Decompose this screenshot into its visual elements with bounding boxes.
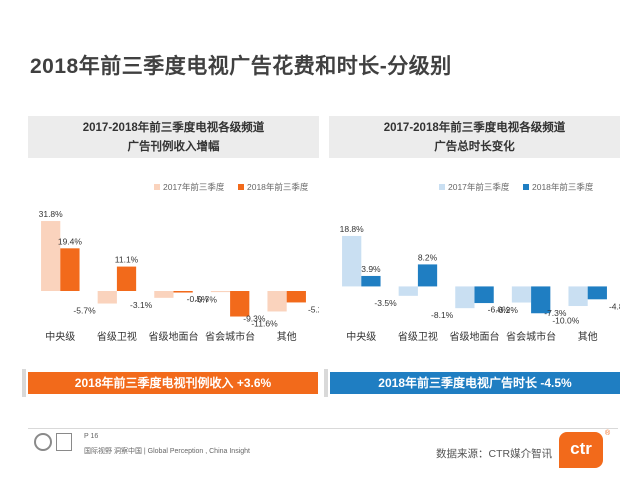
left-bar-0-2 bbox=[154, 291, 174, 298]
right-legend-label-1: 2018年前三季度 bbox=[532, 182, 594, 192]
ctr-logo: ctr bbox=[559, 432, 603, 468]
right-value-label-1-3: -10.0% bbox=[552, 315, 579, 325]
left-category-label-0: 中央级 bbox=[45, 330, 75, 343]
left-value-label-0-2: -3.1% bbox=[130, 300, 153, 310]
left-heading-line1: 2017-2018年前三季度电视各级频道 bbox=[82, 122, 265, 134]
left-category-label-3: 省会城市台 bbox=[205, 330, 255, 343]
left-panel-heading: 2017-2018年前三季度电视各级频道 广告刊例收入增幅 bbox=[28, 116, 319, 158]
left-category-label-4: 其他 bbox=[277, 330, 297, 343]
registered-mark: ® bbox=[605, 430, 611, 437]
left-value-label-0-3: -0.5% bbox=[187, 294, 210, 304]
right-category-label-0: 中央级 bbox=[346, 330, 376, 343]
left-value-label-1-4: -5.2% bbox=[308, 304, 319, 314]
left-bar-0-4 bbox=[267, 291, 287, 312]
left-bar-1-0 bbox=[60, 248, 80, 291]
left-value-label-1-3: -11.6% bbox=[251, 319, 278, 329]
left-bar-0-0 bbox=[41, 221, 61, 291]
left-legend-swatch-1 bbox=[238, 184, 244, 190]
right-bar-1-1 bbox=[417, 264, 438, 287]
left-legend-label-1: 2018年前三季度 bbox=[247, 182, 309, 192]
right-category-label-3: 省会城市台 bbox=[506, 330, 556, 343]
right-bar-0-0 bbox=[342, 235, 362, 287]
left-value-label-0-1: -5.7% bbox=[73, 306, 96, 316]
certification-badge-icon bbox=[56, 433, 72, 451]
left-bar-1-2 bbox=[173, 291, 193, 293]
right-value-label-0-2: -8.1% bbox=[431, 310, 454, 320]
right-value-label-1-4: -4.8% bbox=[609, 301, 620, 311]
left-legend-swatch-0 bbox=[154, 184, 160, 190]
right-legend-swatch-0 bbox=[439, 184, 445, 190]
duration-summary-banner: 2018年前三季度电视广告时长 -4.5% bbox=[324, 369, 620, 397]
right-bar-chart: 2017年前三季度 2018年前三季度 18.8% 3.9% 中央级 -3.5% 8.2% 省… bbox=[340, 182, 620, 343]
footer-divider bbox=[28, 428, 618, 429]
right-category-label-2: 省级地面台 bbox=[450, 330, 500, 343]
right-value-label-1-1: 8.2% bbox=[418, 252, 438, 262]
right-value-label-0-3: -6.0% bbox=[488, 305, 511, 315]
right-bar-0-1 bbox=[398, 286, 418, 296]
right-value-label-0-0: 18.8% bbox=[340, 224, 365, 234]
left-bar-1-3 bbox=[230, 291, 250, 317]
right-legend-swatch-1 bbox=[523, 184, 529, 190]
left-bar-1-4 bbox=[286, 291, 306, 303]
right-bar-1-4 bbox=[587, 286, 607, 300]
certification-seal-icon bbox=[34, 433, 52, 451]
right-value-label-1-0: 3.9% bbox=[361, 264, 381, 274]
left-value-label-0-0: 31.8% bbox=[39, 209, 64, 219]
right-heading-line2: 广告总时长变化 bbox=[434, 141, 515, 153]
left-legend-label-0: 2017年前三季度 bbox=[163, 182, 225, 192]
right-heading-line1: 2017-2018年前三季度电视各级频道 bbox=[383, 122, 566, 134]
left-value-label-0-4: -9.3% bbox=[243, 313, 266, 323]
footer-tagline: 国际视野 洞察中国 | Global Perception , China In… bbox=[84, 448, 250, 455]
right-bar-1-2 bbox=[474, 286, 494, 304]
right-category-label-4: 其他 bbox=[578, 330, 598, 343]
right-category-label-1: 省级卫视 bbox=[398, 330, 438, 343]
revenue-summary-banner: 2018年前三季度电视刊例收入 +3.6% bbox=[22, 369, 318, 397]
right-bar-0-4 bbox=[568, 286, 588, 307]
left-bar-0-3 bbox=[210, 291, 231, 293]
left-category-label-1: 省级卫视 bbox=[97, 330, 137, 343]
left-value-label-1-1: 11.1% bbox=[115, 255, 139, 265]
left-bar-1-1 bbox=[116, 266, 137, 291]
left-bar-0-1 bbox=[97, 291, 117, 304]
right-bar-0-3 bbox=[511, 286, 532, 303]
right-bar-1-0 bbox=[361, 275, 381, 287]
left-category-label-2: 省级地面台 bbox=[149, 330, 199, 343]
left-heading-line2: 广告刊例收入增幅 bbox=[127, 141, 220, 153]
page-title: 2018年前三季度电视广告花费和时长-分级别 bbox=[30, 55, 452, 78]
right-panel-heading: 2017-2018年前三季度电视各级频道 广告总时长变化 bbox=[329, 116, 620, 158]
left-value-label-1-0: 19.4% bbox=[58, 236, 83, 246]
left-value-label-1-2: -0.7% bbox=[195, 295, 218, 305]
data-source: 数据来源：CTR媒介智讯 bbox=[436, 448, 553, 460]
right-value-label-1-2: -6.2% bbox=[496, 305, 519, 315]
right-bar-1-3 bbox=[531, 286, 551, 314]
right-bar-0-2 bbox=[455, 286, 475, 309]
left-bar-chart: 2017年前三季度 2018年前三季度 31.8% 19.4% 中央级 -5.7% 11.1… bbox=[39, 182, 319, 343]
right-value-label-0-4: -7.3% bbox=[544, 308, 567, 318]
right-legend-label-0: 2017年前三季度 bbox=[448, 182, 510, 192]
page-number: P 16 bbox=[84, 433, 99, 440]
right-value-label-0-1: -3.5% bbox=[374, 298, 397, 308]
